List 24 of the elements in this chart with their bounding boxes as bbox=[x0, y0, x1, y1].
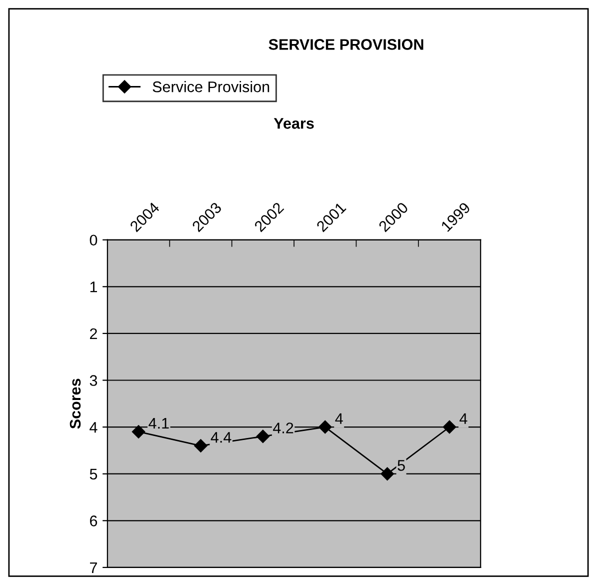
y-tick-label: 0 bbox=[90, 234, 98, 246]
data-label: 4.1 bbox=[148, 418, 169, 429]
point bbox=[256, 430, 270, 443]
data-label: 4.2 bbox=[273, 422, 294, 434]
point bbox=[442, 420, 456, 434]
y-tick-label: 1 bbox=[90, 282, 97, 292]
y-tick-label: 6 bbox=[90, 516, 98, 526]
x-axis-title: Years bbox=[274, 118, 314, 129]
y-tick-label: 4 bbox=[90, 422, 98, 433]
y-tick-label: 5 bbox=[90, 468, 98, 480]
point bbox=[318, 420, 332, 434]
data-label: 4 bbox=[460, 413, 468, 424]
point bbox=[194, 439, 208, 452]
y-tick-label: 7 bbox=[90, 562, 97, 573]
y-axis-title: Scores bbox=[70, 378, 81, 429]
data-label: 4 bbox=[335, 413, 343, 424]
data-label: 5 bbox=[398, 460, 405, 471]
y-tick-label: 3 bbox=[90, 375, 98, 386]
point bbox=[132, 425, 146, 438]
chart-title: SERVICE PROVISION bbox=[268, 39, 424, 50]
data-label: 4.4 bbox=[210, 432, 232, 443]
legend-label: Service Provision bbox=[152, 81, 270, 92]
point bbox=[380, 467, 394, 480]
y-tick-label: 2 bbox=[90, 328, 97, 339]
